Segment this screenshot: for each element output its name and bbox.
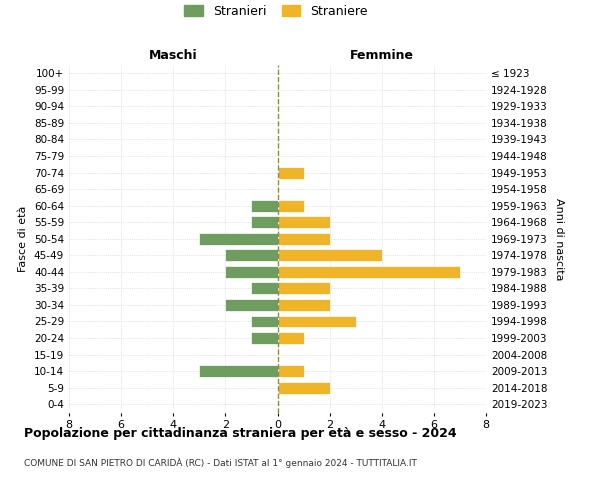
Bar [251, 200, 277, 211]
Bar [199, 365, 277, 377]
Bar [277, 216, 329, 228]
Bar [251, 216, 277, 228]
Bar [277, 332, 304, 344]
Y-axis label: Fasce di età: Fasce di età [19, 206, 28, 272]
Legend: Stranieri, Straniere: Stranieri, Straniere [181, 1, 371, 21]
Bar [277, 250, 382, 262]
Text: COMUNE DI SAN PIETRO DI CARIDÀ (RC) - Dati ISTAT al 1° gennaio 2024 - TUTTITALIA: COMUNE DI SAN PIETRO DI CARIDÀ (RC) - Da… [24, 458, 417, 468]
Y-axis label: Anni di nascita: Anni di nascita [554, 198, 564, 280]
Bar [277, 365, 304, 377]
Bar [277, 299, 329, 311]
Bar [251, 282, 277, 294]
Bar [277, 200, 304, 211]
Bar [277, 282, 329, 294]
Text: Maschi: Maschi [149, 48, 197, 62]
Bar [251, 332, 277, 344]
Bar [277, 233, 329, 244]
Bar [277, 166, 304, 178]
Text: Femmine: Femmine [350, 48, 414, 62]
Bar [277, 316, 356, 328]
Bar [226, 266, 277, 278]
Bar [226, 250, 277, 262]
Bar [277, 382, 329, 394]
Bar [251, 316, 277, 328]
Bar [199, 233, 277, 244]
Bar [226, 299, 277, 311]
Bar [277, 266, 460, 278]
Text: Popolazione per cittadinanza straniera per età e sesso - 2024: Popolazione per cittadinanza straniera p… [24, 428, 457, 440]
